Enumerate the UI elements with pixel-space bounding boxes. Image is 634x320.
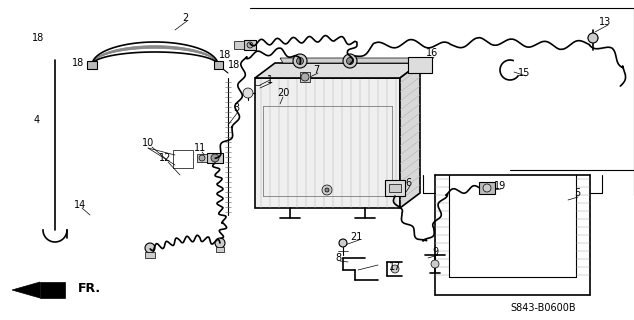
Text: 13: 13 (599, 17, 611, 27)
Circle shape (199, 155, 205, 161)
Text: 15: 15 (518, 68, 530, 78)
Text: 21: 21 (350, 232, 362, 242)
Text: S843-B0600B: S843-B0600B (510, 303, 576, 313)
Polygon shape (400, 63, 420, 208)
Bar (300, 72, 310, 82)
Polygon shape (12, 282, 40, 298)
Polygon shape (280, 58, 412, 63)
Circle shape (343, 54, 357, 68)
Text: 4: 4 (34, 115, 40, 125)
Text: 10: 10 (142, 138, 154, 148)
Text: 3: 3 (233, 103, 239, 113)
Circle shape (588, 33, 598, 43)
Text: 1: 1 (267, 75, 273, 85)
Circle shape (215, 238, 225, 248)
Bar (214, 61, 223, 69)
Text: 18: 18 (228, 60, 240, 70)
Text: 5: 5 (574, 188, 580, 198)
Circle shape (293, 54, 307, 68)
Circle shape (391, 265, 399, 273)
Bar (234, 41, 244, 49)
Polygon shape (255, 78, 400, 208)
Text: 14: 14 (74, 200, 86, 210)
Text: FR.: FR. (78, 283, 101, 295)
Circle shape (301, 73, 309, 81)
Bar (197, 154, 207, 162)
Text: 8: 8 (335, 253, 341, 263)
Text: 2: 2 (182, 13, 188, 23)
Text: 16: 16 (426, 48, 438, 58)
Text: 6: 6 (405, 178, 411, 188)
Text: 7: 7 (313, 65, 319, 75)
Text: 20: 20 (277, 88, 289, 98)
Bar (87, 61, 97, 69)
Circle shape (145, 243, 155, 253)
Bar (244, 40, 256, 50)
Bar (207, 153, 223, 163)
Bar (385, 180, 405, 196)
Circle shape (297, 58, 304, 65)
Bar (40, 282, 65, 298)
Circle shape (322, 185, 332, 195)
Circle shape (325, 188, 329, 192)
Text: 17: 17 (389, 262, 401, 272)
Bar (408, 57, 432, 73)
Circle shape (211, 154, 219, 162)
Circle shape (483, 184, 491, 192)
Circle shape (247, 42, 253, 48)
Circle shape (243, 88, 253, 98)
Bar (389, 184, 401, 192)
Text: 18: 18 (32, 33, 44, 43)
Text: 18: 18 (72, 58, 84, 68)
Circle shape (347, 58, 354, 65)
Text: 11: 11 (194, 143, 206, 153)
Text: 19: 19 (494, 181, 506, 191)
Bar (173, 150, 193, 168)
Bar (145, 252, 155, 258)
Text: 18: 18 (219, 50, 231, 60)
Circle shape (339, 239, 347, 247)
Text: 9: 9 (432, 247, 438, 257)
Bar (216, 247, 224, 252)
Bar (479, 182, 495, 194)
Polygon shape (255, 63, 420, 78)
Text: 12: 12 (158, 153, 171, 163)
Circle shape (431, 260, 439, 268)
